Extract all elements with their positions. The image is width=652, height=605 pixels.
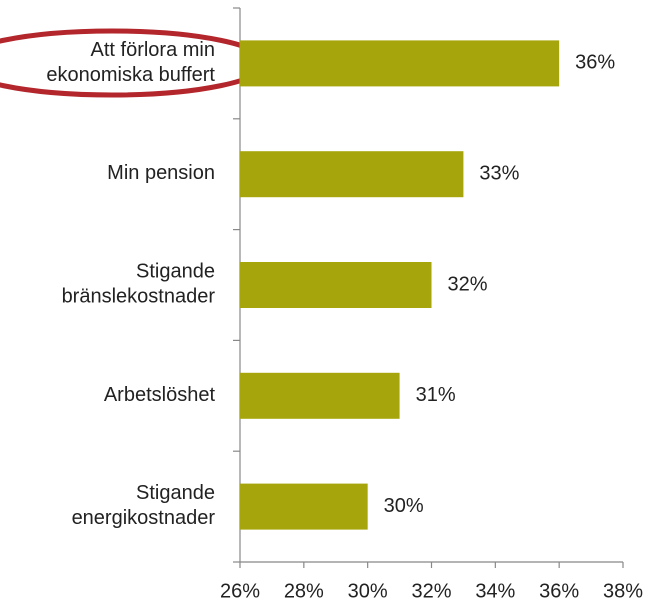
value-label: 31% [416, 384, 456, 406]
bar [240, 151, 464, 198]
category-label: Arbetslöshet [104, 384, 216, 406]
value-label: 32% [448, 273, 488, 295]
value-label: 30% [384, 495, 424, 517]
bar [240, 372, 400, 419]
category-label: Min pension [107, 162, 215, 184]
x-tick-label: 26% [220, 580, 260, 602]
category-label: Att förlora min ekonomiska buffert [46, 39, 215, 86]
x-tick-label: 28% [284, 580, 324, 602]
bar [240, 40, 560, 87]
x-tick-label: 38% [603, 580, 643, 602]
x-tick-label: 36% [539, 580, 579, 602]
x-tick-label: 34% [475, 580, 515, 602]
category-label: Stigande bränslekostnader [62, 261, 216, 308]
x-tick-label: 32% [411, 580, 451, 602]
value-label: 33% [479, 162, 519, 184]
value-label: 36% [575, 52, 615, 74]
bar [240, 262, 432, 308]
category-label: Stigande energikostnader [72, 482, 216, 529]
bar [240, 483, 368, 530]
x-tick-label: 30% [348, 580, 388, 602]
